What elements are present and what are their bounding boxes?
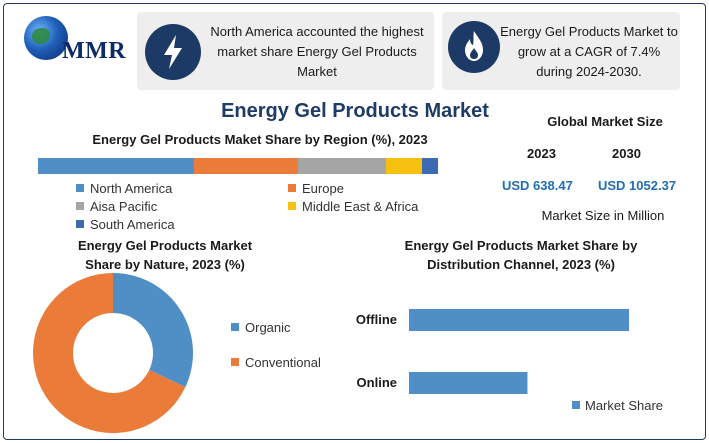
market-size-unit-note: Market Size in Million xyxy=(541,208,665,223)
info-card-cagr: Energy Gel Products Market to grow at a … xyxy=(442,12,680,90)
channel-label-offline: Offline xyxy=(356,312,397,327)
info-card-text: Energy Gel Products Market to grow at a … xyxy=(500,24,678,79)
legend-item-europe: Europe xyxy=(288,181,344,196)
legend-item-organic: Organic xyxy=(231,320,291,335)
nature-chart-title: Energy Gel Products Market Share by Natu… xyxy=(77,238,253,272)
info-card-market-share: North America accounted the highest mark… xyxy=(137,12,434,90)
legend-swatch xyxy=(231,358,239,366)
region-bar-segment-north-america xyxy=(38,158,194,174)
globe-icon xyxy=(24,16,68,60)
legend-swatch xyxy=(76,184,84,192)
legend-label: Aisa Pacific xyxy=(90,199,158,214)
channel-chart-title: Energy Gel Products Market Share by Dist… xyxy=(404,238,638,272)
mmr-logo: MMR xyxy=(22,14,126,74)
legend-item-middle-east-africa: Middle East & Africa xyxy=(288,199,418,214)
channel-label-online: Online xyxy=(357,375,397,390)
legend-item-aisa-pacific: Aisa Pacific xyxy=(76,199,157,214)
region-chart-title: Energy Gel Products Maket Share by Regio… xyxy=(92,132,428,147)
flame-icon xyxy=(448,21,500,73)
region-share-chart xyxy=(38,158,438,174)
market-size-2030-value: USD 1052.37 xyxy=(598,178,677,193)
year-2030-label: 2030 xyxy=(612,146,641,161)
legend-label: Europe xyxy=(302,181,344,196)
main-title: Energy Gel Products Market xyxy=(221,100,489,122)
legend-swatch xyxy=(288,184,296,192)
legend-label: Middle East & Africa xyxy=(302,199,419,214)
channel-bar-offline xyxy=(409,309,629,331)
channel-bar-chart: Offline Online Market Share xyxy=(356,309,663,413)
donut-slice-conventional xyxy=(33,273,186,433)
legend-item-north-america: North America xyxy=(76,181,172,196)
info-card-text: North America accounted the highest mark… xyxy=(210,24,424,79)
region-bar-segment-aisa-pacific xyxy=(298,158,386,174)
legend-label: North America xyxy=(90,181,173,196)
region-bar-segment-south-america xyxy=(422,158,438,174)
channel-bar-online xyxy=(409,372,528,394)
global-market-title: Global Market Size xyxy=(547,114,663,129)
legend-label: South America xyxy=(90,217,175,232)
legend-swatch xyxy=(76,220,84,228)
legend-label: Organic xyxy=(245,320,291,335)
region-bar-segment-middle-east-africa xyxy=(386,158,422,174)
logo-text: MMR xyxy=(62,38,127,64)
donut-slice-organic xyxy=(113,273,193,388)
market-size-2023-value: USD 638.47 xyxy=(502,178,573,193)
legend-swatch xyxy=(288,202,296,210)
legend-swatch xyxy=(572,401,580,409)
year-2023-label: 2023 xyxy=(527,146,556,161)
lightning-icon xyxy=(145,24,201,80)
legend-label: Conventional xyxy=(245,355,321,370)
legend-label-market-share: Market Share xyxy=(585,398,663,413)
legend-item-south-america: South America xyxy=(76,217,175,232)
outer-frame xyxy=(3,3,706,440)
nature-donut-chart xyxy=(33,273,193,433)
legend-item-conventional: Conventional xyxy=(231,355,321,370)
legend-swatch xyxy=(231,323,239,331)
legend-swatch xyxy=(76,202,84,210)
region-bar-segment-europe xyxy=(194,158,298,174)
